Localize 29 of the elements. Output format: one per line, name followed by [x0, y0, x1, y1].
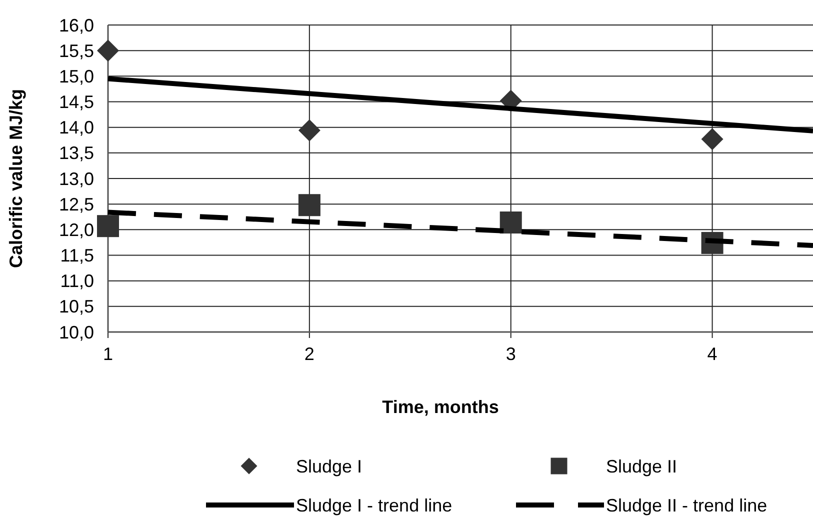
- legend-label: Sludge II: [606, 456, 678, 476]
- y-tick-label: 14,0: [58, 118, 94, 138]
- y-tick-label: 16,0: [58, 15, 94, 36]
- y-tick-label: 15,5: [58, 40, 94, 61]
- legend-label: Sludge I: [296, 456, 362, 476]
- y-tick-label: 15,0: [58, 66, 94, 86]
- legend-label: Sludge I - trend line: [296, 495, 452, 516]
- legend-label: Sludge II - trend line: [606, 495, 768, 516]
- x-tick-label: 4: [707, 344, 718, 364]
- y-tick-label: 10,0: [58, 322, 94, 342]
- y-tick-label: 11,0: [60, 271, 94, 292]
- y-tick-label: 13,0: [58, 168, 94, 189]
- x-tick-label: 2: [304, 344, 314, 364]
- y-tick-label: 14,5: [58, 92, 94, 112]
- point: [298, 119, 320, 142]
- point: [298, 194, 320, 216]
- point: [97, 215, 119, 238]
- point: [701, 128, 724, 150]
- y-tick-label: 13,5: [58, 143, 94, 164]
- y-tick-label: 11,5: [60, 246, 94, 266]
- y-tick-label: 12,0: [58, 220, 94, 240]
- x-tick-label: 1: [102, 344, 114, 364]
- point: [97, 40, 119, 62]
- y-tick-label: 10,5: [58, 296, 94, 317]
- x-tick-label: 3: [506, 344, 516, 364]
- x-axis-title: Time, months: [382, 397, 499, 417]
- y-tick-label: 12,5: [58, 194, 94, 214]
- y-axis-title: Calorific value MJ/kg: [6, 88, 26, 268]
- point: [500, 212, 522, 234]
